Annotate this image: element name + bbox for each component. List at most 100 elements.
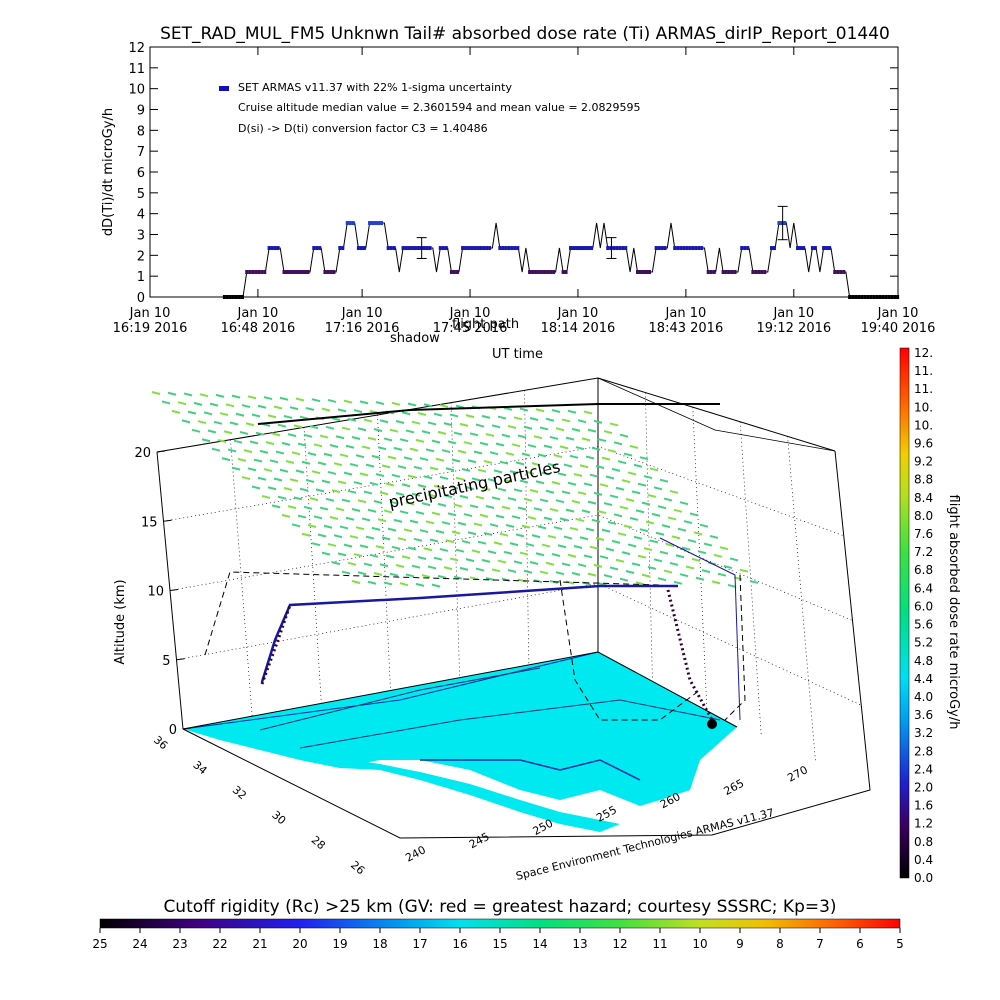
particle-mark bbox=[351, 580, 361, 584]
particle-mark bbox=[309, 425, 319, 430]
dose-rate-point bbox=[751, 270, 755, 274]
latitude-tick-label: 36 bbox=[151, 733, 170, 752]
particle-mark bbox=[373, 500, 383, 504]
dose-rate-point bbox=[754, 270, 758, 274]
particle-mark bbox=[193, 401, 203, 406]
particle-mark bbox=[275, 450, 285, 455]
dose-rate-point bbox=[341, 246, 345, 251]
x-tick-label-time: 18:14 2016 bbox=[541, 321, 616, 336]
particle-mark bbox=[225, 403, 235, 408]
particle-mark bbox=[553, 454, 563, 459]
particle-mark bbox=[443, 422, 453, 427]
particle-mark bbox=[545, 561, 555, 566]
dose-rate-colorbar: 0.0 0.4 0.8 1.2 1.6 2.0 2.4 2.8 3.2 3.6 4.0 4.4 4.8 5… bbox=[899, 346, 961, 885]
particle-mark bbox=[287, 505, 297, 510]
particle-mark bbox=[603, 502, 613, 507]
dose-rate-colorbar-tick: 12. bbox=[914, 346, 933, 360]
dose-rate-point bbox=[836, 270, 840, 274]
particle-mark bbox=[475, 423, 485, 428]
particle-mark bbox=[603, 574, 613, 579]
particle-mark bbox=[471, 477, 481, 482]
particle-mark bbox=[271, 432, 281, 437]
particle-mark bbox=[677, 527, 687, 532]
dose-rate-point bbox=[679, 246, 683, 251]
dose-rate-point bbox=[362, 246, 366, 251]
particle-mark bbox=[431, 439, 441, 444]
particle-mark bbox=[343, 471, 353, 476]
particle-mark bbox=[653, 558, 663, 563]
particle-mark bbox=[617, 460, 627, 465]
particle-mark bbox=[423, 547, 433, 552]
particle-mark bbox=[609, 422, 619, 427]
particle-mark bbox=[427, 421, 437, 426]
altitude-tick-label: 0 bbox=[169, 723, 177, 738]
particle-mark bbox=[421, 430, 431, 435]
particle-mark bbox=[509, 470, 519, 475]
particle-mark bbox=[187, 410, 197, 415]
particle-mark bbox=[729, 557, 739, 562]
particle-mark bbox=[447, 440, 457, 445]
particle-mark bbox=[475, 495, 485, 500]
particle-mark bbox=[385, 554, 395, 559]
particle-mark bbox=[497, 559, 507, 564]
particle-mark bbox=[679, 573, 689, 578]
ocean-patch bbox=[350, 776, 540, 826]
dose-rate-point bbox=[543, 270, 547, 274]
particle-mark bbox=[297, 442, 307, 447]
cutoff-rigidity-tick-label: 20 bbox=[292, 937, 307, 951]
particle-mark bbox=[523, 425, 533, 430]
particle-mark bbox=[495, 514, 505, 519]
particle-mark bbox=[207, 429, 217, 434]
particle-mark bbox=[527, 443, 537, 448]
dose-rate-point bbox=[645, 270, 649, 274]
particle-mark bbox=[369, 553, 379, 558]
particle-mark bbox=[325, 497, 335, 502]
dose-rate-point bbox=[386, 246, 390, 251]
particle-mark bbox=[213, 420, 223, 425]
particle-mark bbox=[631, 562, 641, 567]
particle-mark bbox=[673, 508, 683, 513]
shadow-path bbox=[204, 571, 661, 656]
particle-mark bbox=[407, 402, 417, 407]
particle-mark bbox=[317, 533, 327, 538]
particle-mark bbox=[387, 455, 397, 460]
dose-rate-point bbox=[682, 246, 686, 251]
particle-mark bbox=[593, 491, 603, 496]
particle-mark bbox=[597, 510, 607, 515]
x-tick-label-date: Jan 10 bbox=[877, 306, 919, 321]
particle-mark bbox=[619, 433, 629, 438]
particle-mark bbox=[489, 523, 499, 528]
particle-mark bbox=[251, 485, 261, 490]
particle-mark bbox=[655, 531, 665, 536]
dose-rate-point bbox=[587, 246, 591, 251]
dose-rate-point bbox=[467, 246, 471, 251]
particle-mark bbox=[499, 532, 509, 537]
altitude-tick-mark bbox=[169, 589, 179, 591]
particle-mark bbox=[409, 519, 419, 524]
particle-mark bbox=[335, 507, 345, 512]
dose-rate-point bbox=[866, 295, 870, 299]
particle-mark bbox=[539, 498, 549, 503]
dose-rate-point bbox=[893, 295, 897, 299]
annotation-shadow: shadow bbox=[390, 331, 440, 346]
particle-mark bbox=[521, 452, 531, 457]
particle-mark bbox=[375, 545, 385, 550]
particle-mark bbox=[541, 543, 551, 548]
dose-rate-point bbox=[485, 246, 489, 251]
particle-mark bbox=[403, 528, 413, 533]
y-tick-label: 2 bbox=[137, 249, 145, 264]
dose-rate-point bbox=[407, 246, 411, 251]
dose-rate-point bbox=[326, 270, 330, 274]
dose-rate-point bbox=[648, 270, 652, 274]
particle-mark bbox=[277, 423, 287, 428]
particle-mark bbox=[539, 570, 549, 575]
particle-mark bbox=[345, 516, 355, 521]
particle-mark bbox=[535, 552, 545, 557]
particle-mark bbox=[469, 504, 479, 509]
cutoff-rigidity-tick-label: 18 bbox=[372, 937, 387, 951]
particle-mark bbox=[703, 542, 713, 547]
particle-mark bbox=[321, 551, 331, 556]
cutoff-rigidity-tick-label: 8 bbox=[776, 937, 784, 951]
particle-mark bbox=[595, 465, 605, 469]
